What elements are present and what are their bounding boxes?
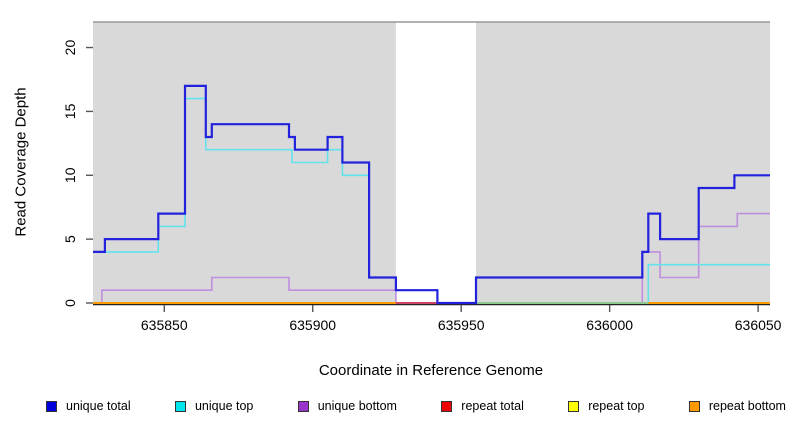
- y-tick-label: 0: [62, 299, 78, 307]
- legend-item-repeat-bottom: repeat bottom: [688, 399, 786, 413]
- x-tick-label: 635850: [141, 317, 188, 333]
- legend-swatch: [46, 400, 57, 412]
- x-tick-label: 636050: [735, 317, 782, 333]
- legend-swatch: [688, 400, 700, 412]
- legend-label: unique total: [66, 399, 131, 413]
- x-tick-label: 635950: [438, 317, 485, 333]
- legend-label: repeat total: [461, 399, 524, 413]
- legend-label: repeat top: [588, 399, 645, 413]
- legend-swatch: [568, 400, 580, 412]
- legend: unique total unique top unique bottom repea…: [46, 396, 786, 416]
- y-tick-label: 10: [62, 167, 78, 183]
- legend-item-repeat-total: repeat total: [441, 399, 524, 413]
- y-axis-label: Read Coverage Depth: [12, 87, 30, 237]
- legend-swatch: [174, 400, 186, 412]
- legend-swatch: [297, 400, 309, 412]
- legend-item-repeat-top: repeat top: [568, 399, 644, 413]
- gap-band: [395, 22, 477, 305]
- legend-label: repeat bottom: [708, 399, 786, 413]
- x-axis-label: Coordinate in Reference Genome: [318, 362, 544, 379]
- x-tick-label: 635900: [289, 317, 336, 333]
- legend-item-unique-top: unique top: [174, 399, 254, 413]
- x-tick-label: 636000: [586, 317, 633, 333]
- legend-item-unique-total: unique total: [46, 399, 131, 413]
- y-tick-label: 15: [62, 103, 78, 119]
- coverage-chart-svg: 635850 635900 635950 636000 636050 0 5 10 15 20: [62, 21, 782, 333]
- legend-label: unique top: [194, 399, 254, 413]
- y-tick-label: 20: [62, 40, 78, 56]
- y-tick-label: 5: [62, 235, 78, 243]
- legend-item-unique-bottom: unique bottom: [297, 399, 397, 413]
- legend-label: unique bottom: [317, 399, 397, 413]
- legend-swatch: [441, 400, 453, 412]
- series-line-unique-total: [93, 84, 770, 305]
